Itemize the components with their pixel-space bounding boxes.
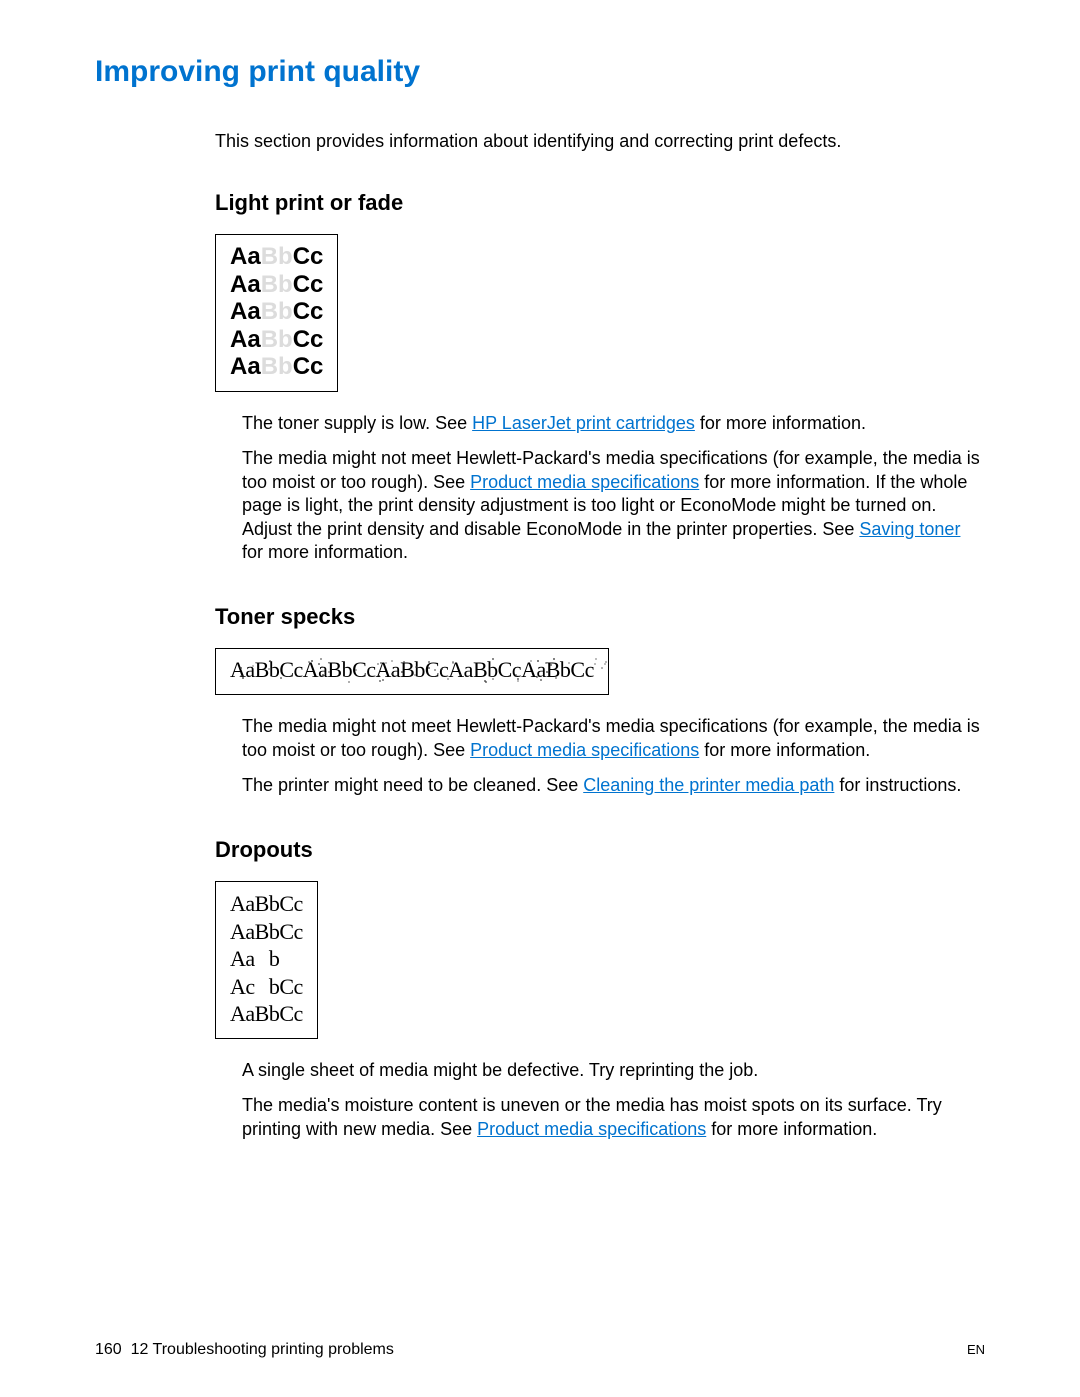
sample-line: AaBbCc xyxy=(230,243,323,271)
text: The toner supply is low. See xyxy=(242,413,472,433)
sample-line: AaBbCc xyxy=(230,657,303,684)
text: for more information. xyxy=(242,542,408,562)
section-heading-dropouts: Dropouts xyxy=(215,837,985,863)
dropouts-para1: A single sheet of media might be defecti… xyxy=(242,1059,985,1082)
sample-line: AaBbCc xyxy=(230,918,303,946)
sample-line: AaBbCc xyxy=(230,1000,303,1028)
text: for instructions. xyxy=(834,775,961,795)
footer-lang: EN xyxy=(967,1342,985,1357)
text: The printer might need to be cleaned. Se… xyxy=(242,775,583,795)
page-title: Improving print quality xyxy=(95,55,985,89)
light-para2: The media might not meet Hewlett-Packard… xyxy=(242,447,985,564)
sample-box-light: AaBbCcAaBbCcAaBbCcAaBbCcAaBbCc xyxy=(215,234,338,392)
footer-left: 160 12 Troubleshooting printing problems xyxy=(95,1341,394,1359)
sample-line: AaBbCc xyxy=(521,657,594,684)
page-content: Improving print quality This section pro… xyxy=(0,0,1080,1141)
sample-line: AaBbCc xyxy=(230,353,323,381)
page-footer: 160 12 Troubleshooting printing problems… xyxy=(95,1341,985,1359)
link-media-spec-1[interactable]: Product media specifications xyxy=(470,472,699,492)
link-saving-toner[interactable]: Saving toner xyxy=(859,519,960,539)
link-media-spec-2[interactable]: Product media specifications xyxy=(470,740,699,760)
sample-box-dropouts: AaBbCcAaBbCcAaBbCcAcBbCcAaBbCc xyxy=(215,881,318,1039)
sample-line: AaBbCc xyxy=(230,326,323,354)
toner-para2: The printer might need to be cleaned. Se… xyxy=(242,774,985,797)
sample-line: AaBbCc xyxy=(230,271,323,299)
text: for more information. xyxy=(695,413,866,433)
section-heading-light: Light print or fade xyxy=(215,190,985,216)
sample-line: AaBbCc xyxy=(376,657,449,684)
dropouts-para2: The media's moisture content is uneven o… xyxy=(242,1094,985,1141)
link-cleaning[interactable]: Cleaning the printer media path xyxy=(583,775,834,795)
sample-line: AaBbCc xyxy=(303,657,376,684)
section-heading-toner: Toner specks xyxy=(215,604,985,630)
sample-line: AaBbCc xyxy=(230,945,303,973)
light-para1: The toner supply is low. See HP LaserJet… xyxy=(242,412,985,435)
link-media-spec-3[interactable]: Product media specifications xyxy=(477,1119,706,1139)
page-number: 160 xyxy=(95,1341,122,1358)
sample-box-toner: AaBbCcAaBbCcAaBbCcAaBbCcAaBbCc xyxy=(215,648,609,695)
link-cartridges[interactable]: HP LaserJet print cartridges xyxy=(472,413,695,433)
text: for more information. xyxy=(699,740,870,760)
sample-line: AcBbCc xyxy=(230,973,303,1001)
intro-text: This section provides information about … xyxy=(215,131,985,152)
sample-line: AaBbCc xyxy=(230,298,323,326)
text: for more information. xyxy=(706,1119,877,1139)
sample-line: AaBbCc xyxy=(230,890,303,918)
chapter-title: 12 Troubleshooting printing problems xyxy=(131,1341,394,1358)
toner-para1: The media might not meet Hewlett-Packard… xyxy=(242,715,985,762)
